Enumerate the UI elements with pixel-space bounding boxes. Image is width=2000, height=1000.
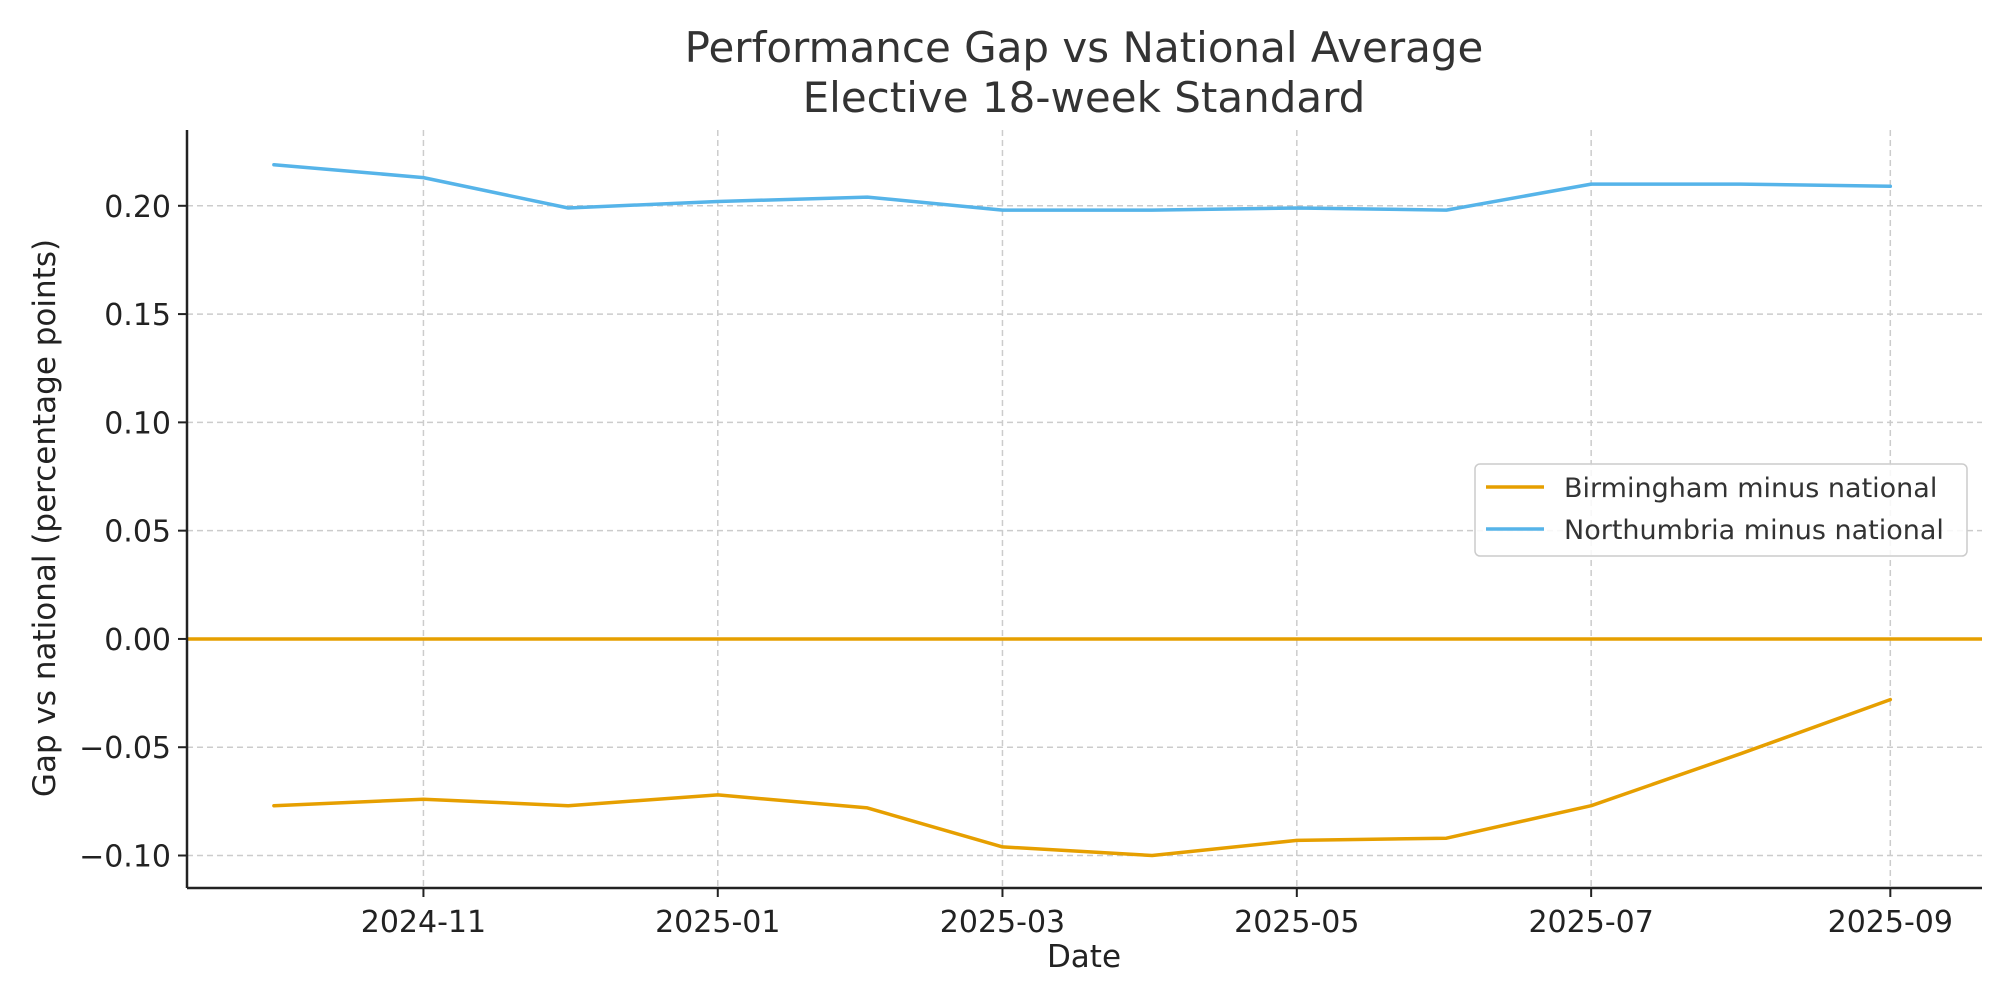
legend-label-northumbria: Northumbria minus national xyxy=(1564,515,1944,546)
y-tick-label: 0.15 xyxy=(104,298,171,333)
x-tick-label: 2025-03 xyxy=(940,905,1065,940)
legend-box xyxy=(1474,463,1968,557)
y-axis-label: Gap vs national (percentage points) xyxy=(27,239,63,797)
y-tick-label: 0.05 xyxy=(104,515,171,550)
x-tick-label: 2025-05 xyxy=(1234,905,1359,940)
chart-title: Performance Gap vs National Average xyxy=(685,23,1484,72)
x-tick-label: 2025-07 xyxy=(1528,905,1653,940)
series-line-0 xyxy=(272,697,1893,858)
y-tick-label: −0.10 xyxy=(79,840,171,875)
y-tick-label: −0.05 xyxy=(79,731,171,766)
y-tick-label: 0.00 xyxy=(104,623,171,658)
x-axis-label: Date xyxy=(1047,939,1121,975)
series-lines xyxy=(272,162,1893,858)
chart-subtitle: Elective 18-week Standard xyxy=(803,73,1366,122)
legend-label-birmingham: Birmingham minus national xyxy=(1564,473,1937,504)
x-tick-label: 2025-01 xyxy=(655,905,780,940)
y-tick-label: 0.10 xyxy=(104,406,171,441)
legend: Birmingham minus national Northumbria mi… xyxy=(1474,463,1968,557)
x-tick-label: 2024-11 xyxy=(361,905,486,940)
x-ticks: 2024-11 2025-01 2025-03 2025-05 2025-07 2025-… xyxy=(361,888,1953,940)
x-tick-label: 2025-09 xyxy=(1828,905,1953,940)
series-line-1 xyxy=(272,162,1893,212)
y-ticks: 0.20 0.15 0.10 0.05 0.00 −0.05 −0.10 xyxy=(79,190,187,875)
y-tick-label: 0.20 xyxy=(104,190,171,225)
